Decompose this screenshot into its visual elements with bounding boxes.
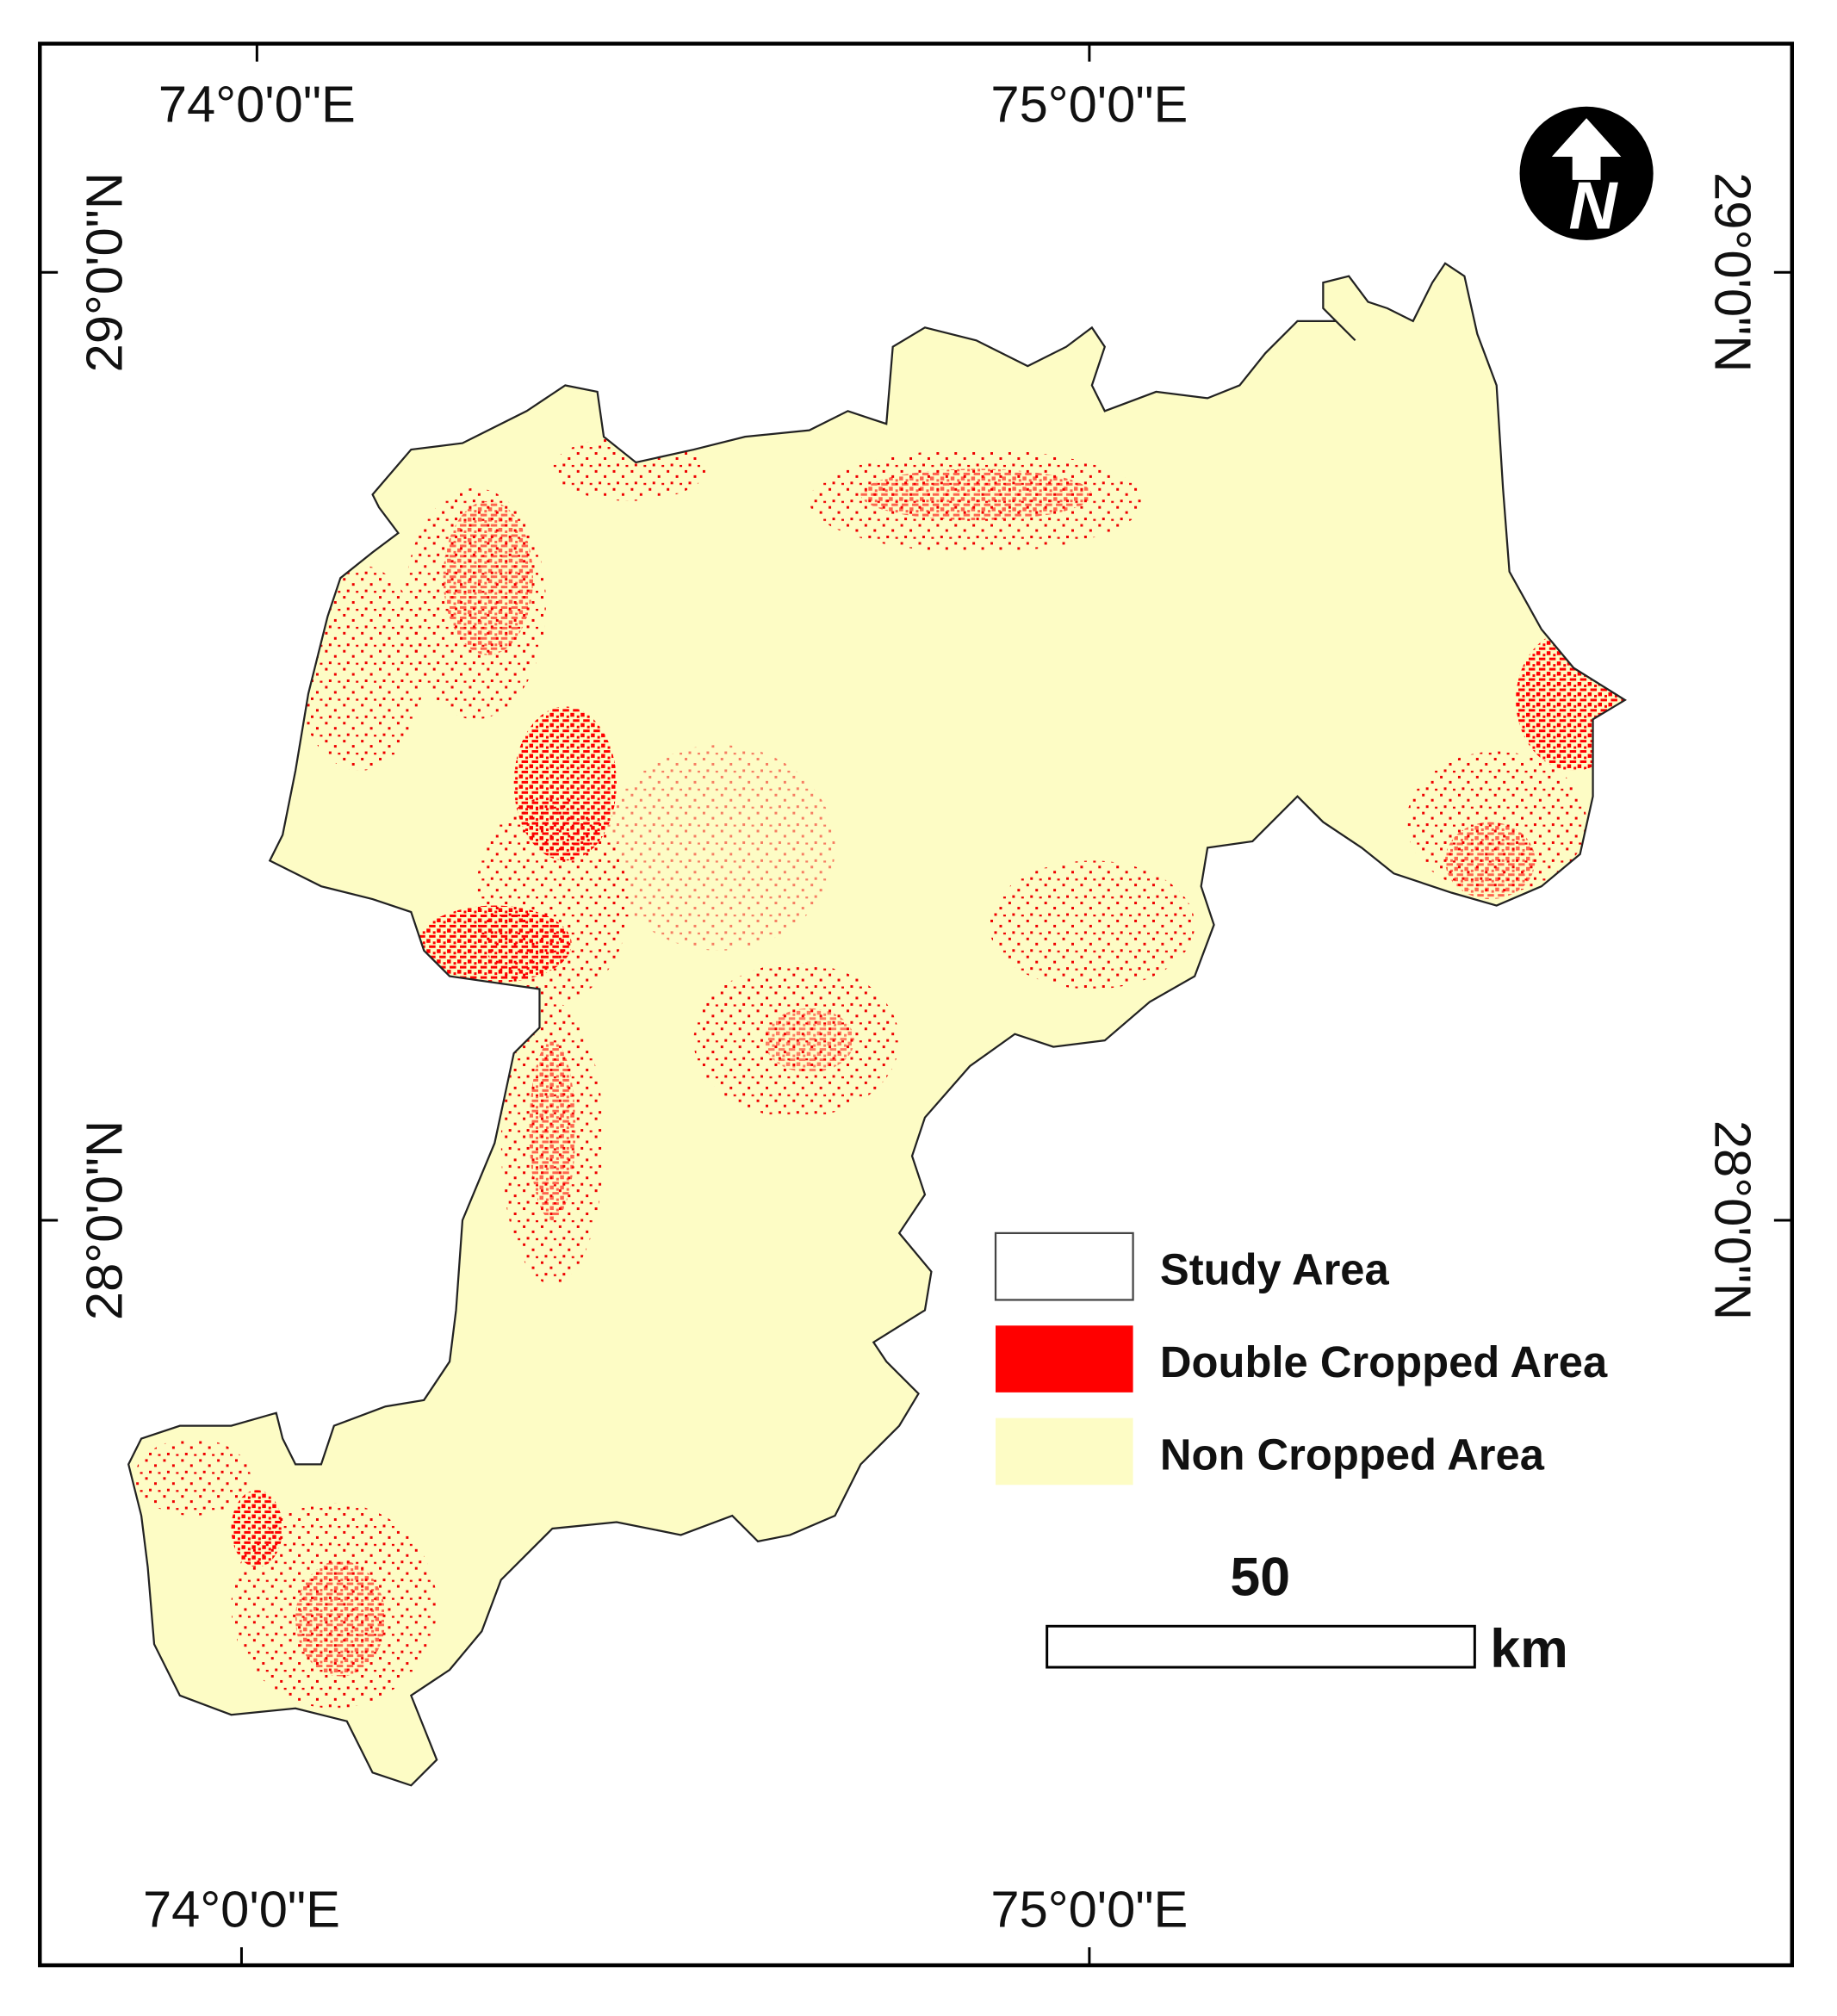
grid-label: 75°0'0"E	[990, 76, 1188, 133]
legend-swatch	[994, 1231, 1134, 1301]
grid-label: 74°0'0"E	[158, 76, 356, 133]
grid-label: 74°0'0"E	[143, 1880, 340, 1938]
legend-label: Double Cropped Area	[1160, 1337, 1608, 1386]
scale-bar	[1046, 1624, 1476, 1669]
north-arrow: N	[1519, 106, 1654, 243]
scale-value: 50	[1230, 1548, 1290, 1608]
legend-swatch	[995, 1325, 1133, 1393]
grid-ticks	[40, 43, 1792, 1966]
grid-label: 29°0'0"N	[76, 172, 133, 372]
grid-label: 28°0'0"N	[76, 1120, 133, 1320]
legend-swatch	[995, 1417, 1133, 1486]
grid-label: 28°0'0"N	[1704, 1120, 1761, 1320]
scale-unit: km	[1490, 1619, 1568, 1679]
double-cropped-area	[134, 437, 1625, 1709]
legend-label: Non Cropped Area	[1160, 1430, 1545, 1479]
grid-label: 29°0'0"N	[1704, 172, 1761, 372]
north-label: N	[1569, 169, 1619, 243]
legend-label: Study Area	[1160, 1245, 1390, 1294]
grid-label: 75°0'0"E	[990, 1880, 1188, 1938]
